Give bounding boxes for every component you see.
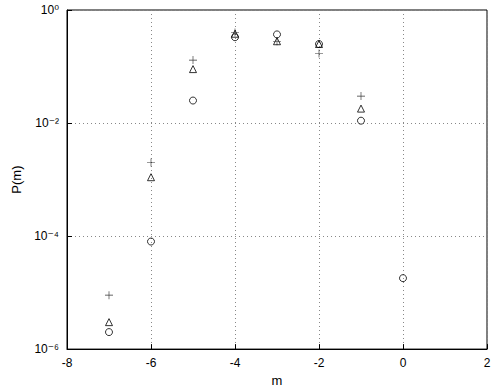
svg-text:10⁰: 10⁰ xyxy=(41,3,59,17)
svg-text:10⁻²: 10⁻² xyxy=(35,116,59,130)
svg-text:10⁻⁶: 10⁻⁶ xyxy=(34,342,59,356)
svg-text:-2: -2 xyxy=(314,356,325,370)
svg-text:m: m xyxy=(272,373,283,388)
svg-text:-6: -6 xyxy=(146,356,157,370)
svg-text:10⁻⁴: 10⁻⁴ xyxy=(34,229,59,243)
svg-text:-4: -4 xyxy=(230,356,241,370)
svg-text:2: 2 xyxy=(484,356,491,370)
svg-text:-8: -8 xyxy=(62,356,73,370)
svg-text:P(m): P(m) xyxy=(9,165,24,193)
svg-text:0: 0 xyxy=(400,356,407,370)
